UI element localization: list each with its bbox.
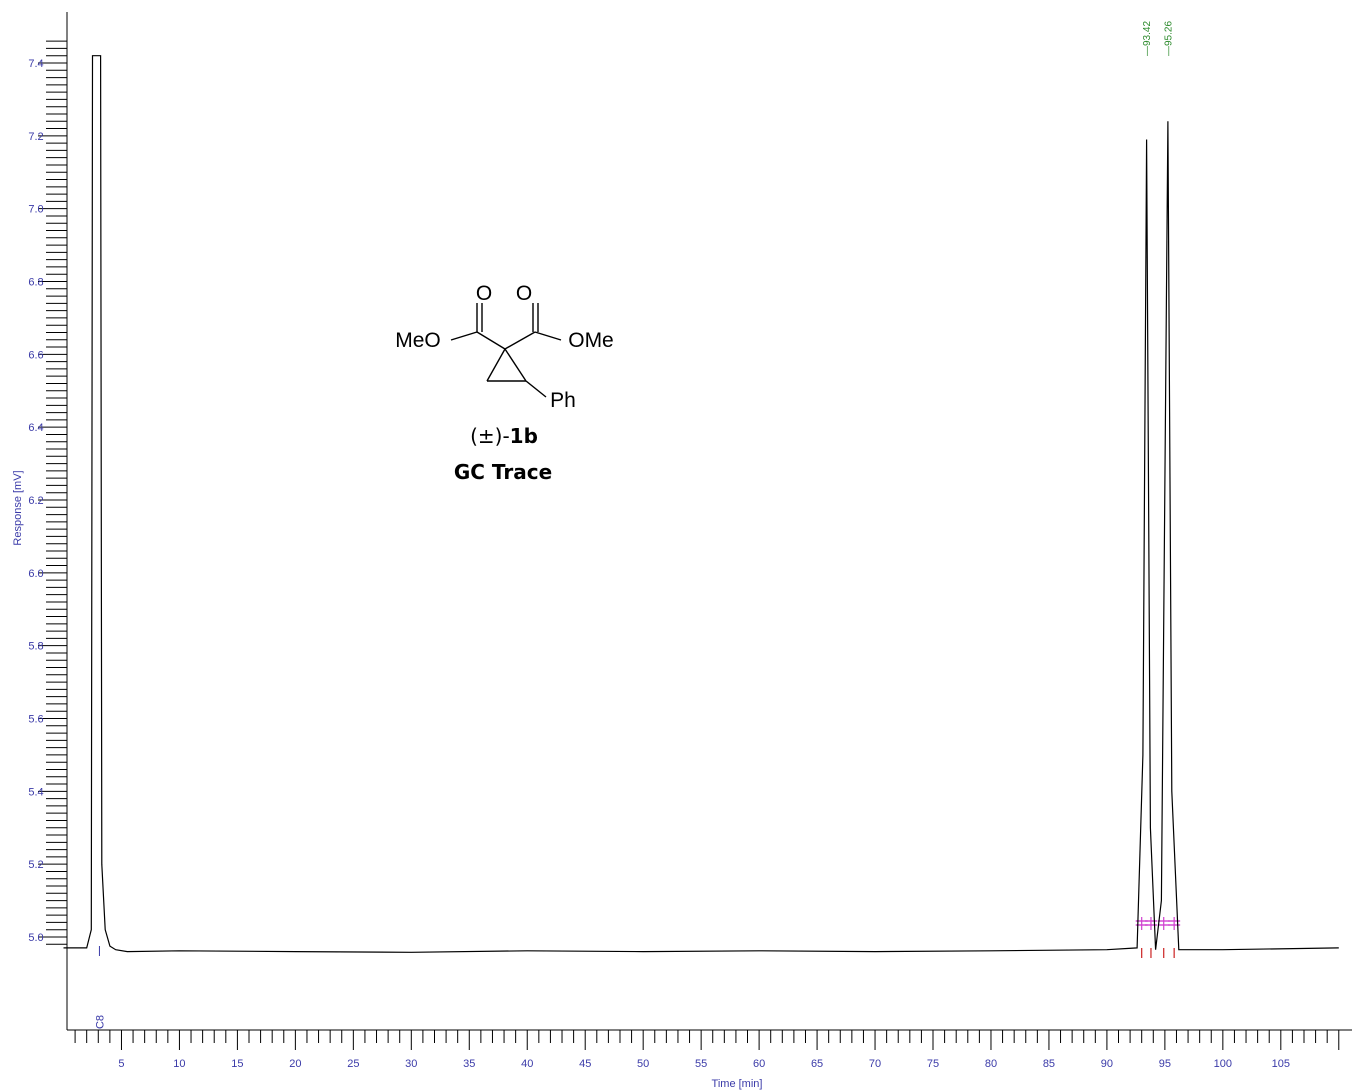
x-tick-label: 55: [695, 1058, 707, 1070]
y-tick-label: 5.6: [28, 714, 43, 726]
x-tick-label: 35: [463, 1058, 475, 1070]
methoxy-left: MeO: [395, 329, 441, 352]
c8-label: C8: [94, 1015, 106, 1029]
y-tick-label: 5.4: [28, 786, 43, 798]
x-tick-label: 50: [637, 1058, 649, 1070]
y-axis-title: Response [mV]: [12, 470, 24, 545]
x-axis-ticks: 5 10 15 20 25 30 35 40 45 50 55 60 65 70 75 80 85 90 95 100…: [74, 1030, 1340, 1070]
x-tick-label: 5: [118, 1058, 124, 1070]
y-tick-label: 6.0: [28, 568, 43, 580]
y-tick-label: 6.8: [28, 277, 43, 289]
x-tick-label: 75: [927, 1058, 939, 1070]
structure-drawing: [450, 303, 562, 398]
x-tick-label: 20: [289, 1058, 301, 1070]
x-tick-label: 105: [1272, 1058, 1290, 1070]
x-tick-label: 60: [753, 1058, 765, 1070]
y-tick-label: 5.8: [28, 641, 43, 653]
peak-labels: —93.42 —95.26: [1142, 21, 1174, 56]
x-tick-label: 40: [521, 1058, 533, 1070]
carbonyl-o-right: O: [516, 282, 532, 305]
x-tick-label: 70: [869, 1058, 881, 1070]
chromatogram-trace: [63, 55, 1339, 953]
compound-caption: (±)-1b: [470, 424, 538, 448]
carbonyl-o-left: O: [476, 282, 492, 305]
peak-label: —93.42: [1142, 21, 1153, 56]
x-tick-label: 10: [173, 1058, 185, 1070]
x-tick-label: 85: [1043, 1058, 1055, 1070]
x-tick-label: 95: [1159, 1058, 1171, 1070]
y-tick-label: 6.6: [28, 349, 43, 361]
methoxy-right: OMe: [568, 329, 614, 352]
y-tick-label: 7.2: [28, 131, 43, 143]
x-tick-label: 25: [347, 1058, 359, 1070]
y-tick-label: 6.4: [28, 422, 43, 434]
y-tick-label: 5.0: [28, 932, 43, 944]
x-tick-label: 100: [1214, 1058, 1232, 1070]
x-tick-label: 80: [985, 1058, 997, 1070]
x-tick-label: 90: [1101, 1058, 1113, 1070]
y-axis-ticks: 5.0 5.2 5.4 5.6 5.8 6.0 6.2 6.4 6.6 6.8 7.0 7.2 7.4: [28, 40, 67, 945]
chart-caption-title: GC Trace: [454, 460, 552, 484]
integration-markers: [1135, 917, 1181, 958]
x-tick-label: 65: [811, 1058, 823, 1070]
x-tick-label: 30: [405, 1058, 417, 1070]
y-tick-label: 5.2: [28, 859, 43, 871]
y-tick-label: 7.0: [28, 204, 43, 216]
x-tick-label: 15: [231, 1058, 243, 1070]
x-tick-label: 45: [579, 1058, 591, 1070]
y-tick-label: 7.4: [28, 58, 43, 70]
phenyl-label: Ph: [550, 389, 576, 412]
x-axis-title: Time [min]: [712, 1078, 763, 1090]
y-tick-label: 6.2: [28, 495, 43, 507]
peak-label: —95.26: [1163, 21, 1174, 56]
